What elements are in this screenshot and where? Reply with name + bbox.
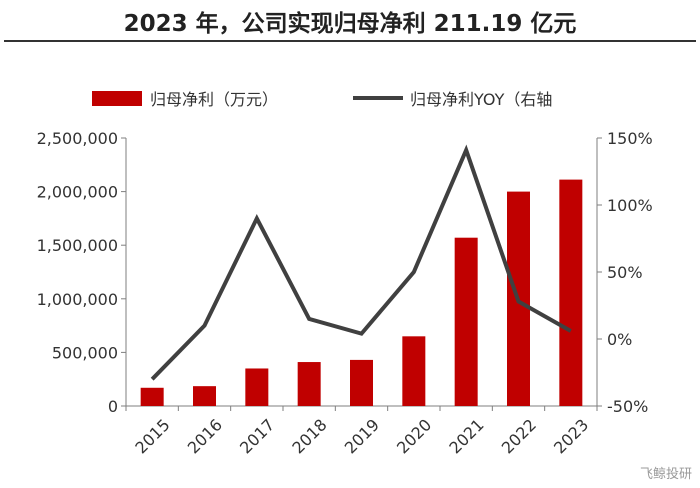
- legend-swatch-bar: [92, 91, 142, 106]
- legend-label-bar: 归母净利（万元）: [150, 90, 278, 109]
- x-axis-tick-label: 2022: [498, 415, 540, 457]
- bar: [454, 237, 478, 406]
- bar: [140, 387, 164, 406]
- bar: [297, 362, 321, 406]
- left-axis-tick-label: 2,000,000: [37, 183, 118, 202]
- line-series: [150, 144, 572, 381]
- left-axis-tick-label: 1,000,000: [37, 290, 118, 309]
- yoy-line: [150, 144, 572, 381]
- right-axis-tick-label: 150%: [607, 129, 653, 148]
- x-axis-tick-label: 2019: [341, 415, 383, 457]
- right-axis-tick-label: 100%: [607, 196, 653, 215]
- bar: [193, 386, 216, 406]
- left-axis-tick-label: 500,000: [52, 343, 118, 362]
- x-axis-tick-label: 2023: [550, 415, 592, 457]
- x-axis-tick-label: 2018: [288, 415, 330, 457]
- x-axis-tick-label: 2016: [184, 415, 226, 457]
- left-axis-tick-label: 2,500,000: [37, 129, 118, 148]
- bar: [559, 179, 583, 406]
- title-divider: [4, 40, 696, 42]
- bar: [402, 336, 426, 406]
- left-axis-tick-label: 0: [108, 397, 118, 416]
- right-axis-tick-label: -50%: [607, 397, 648, 416]
- chart-title: 2023 年，公司实现归母净利 211.19 亿元: [123, 11, 577, 37]
- watermark: 飞鲸投研: [639, 467, 692, 482]
- x-axis-tick-label: 2021: [445, 415, 487, 457]
- left-axis-tick-label: 1,500,000: [37, 236, 118, 255]
- x-axis-tick-label: 2015: [131, 415, 173, 457]
- legend-label-line: 归母净利YOY（右轴: [410, 90, 552, 109]
- x-axis-tick-label: 2017: [236, 415, 278, 457]
- x-axis-tick-label: 2020: [393, 415, 435, 457]
- legend: 归母净利（万元） 归母净利YOY（右轴: [92, 90, 552, 109]
- right-axis-tick-label: 50%: [607, 263, 643, 282]
- right-axis-tick-label: 0%: [607, 330, 632, 349]
- bar: [350, 359, 373, 406]
- bar: [245, 368, 269, 406]
